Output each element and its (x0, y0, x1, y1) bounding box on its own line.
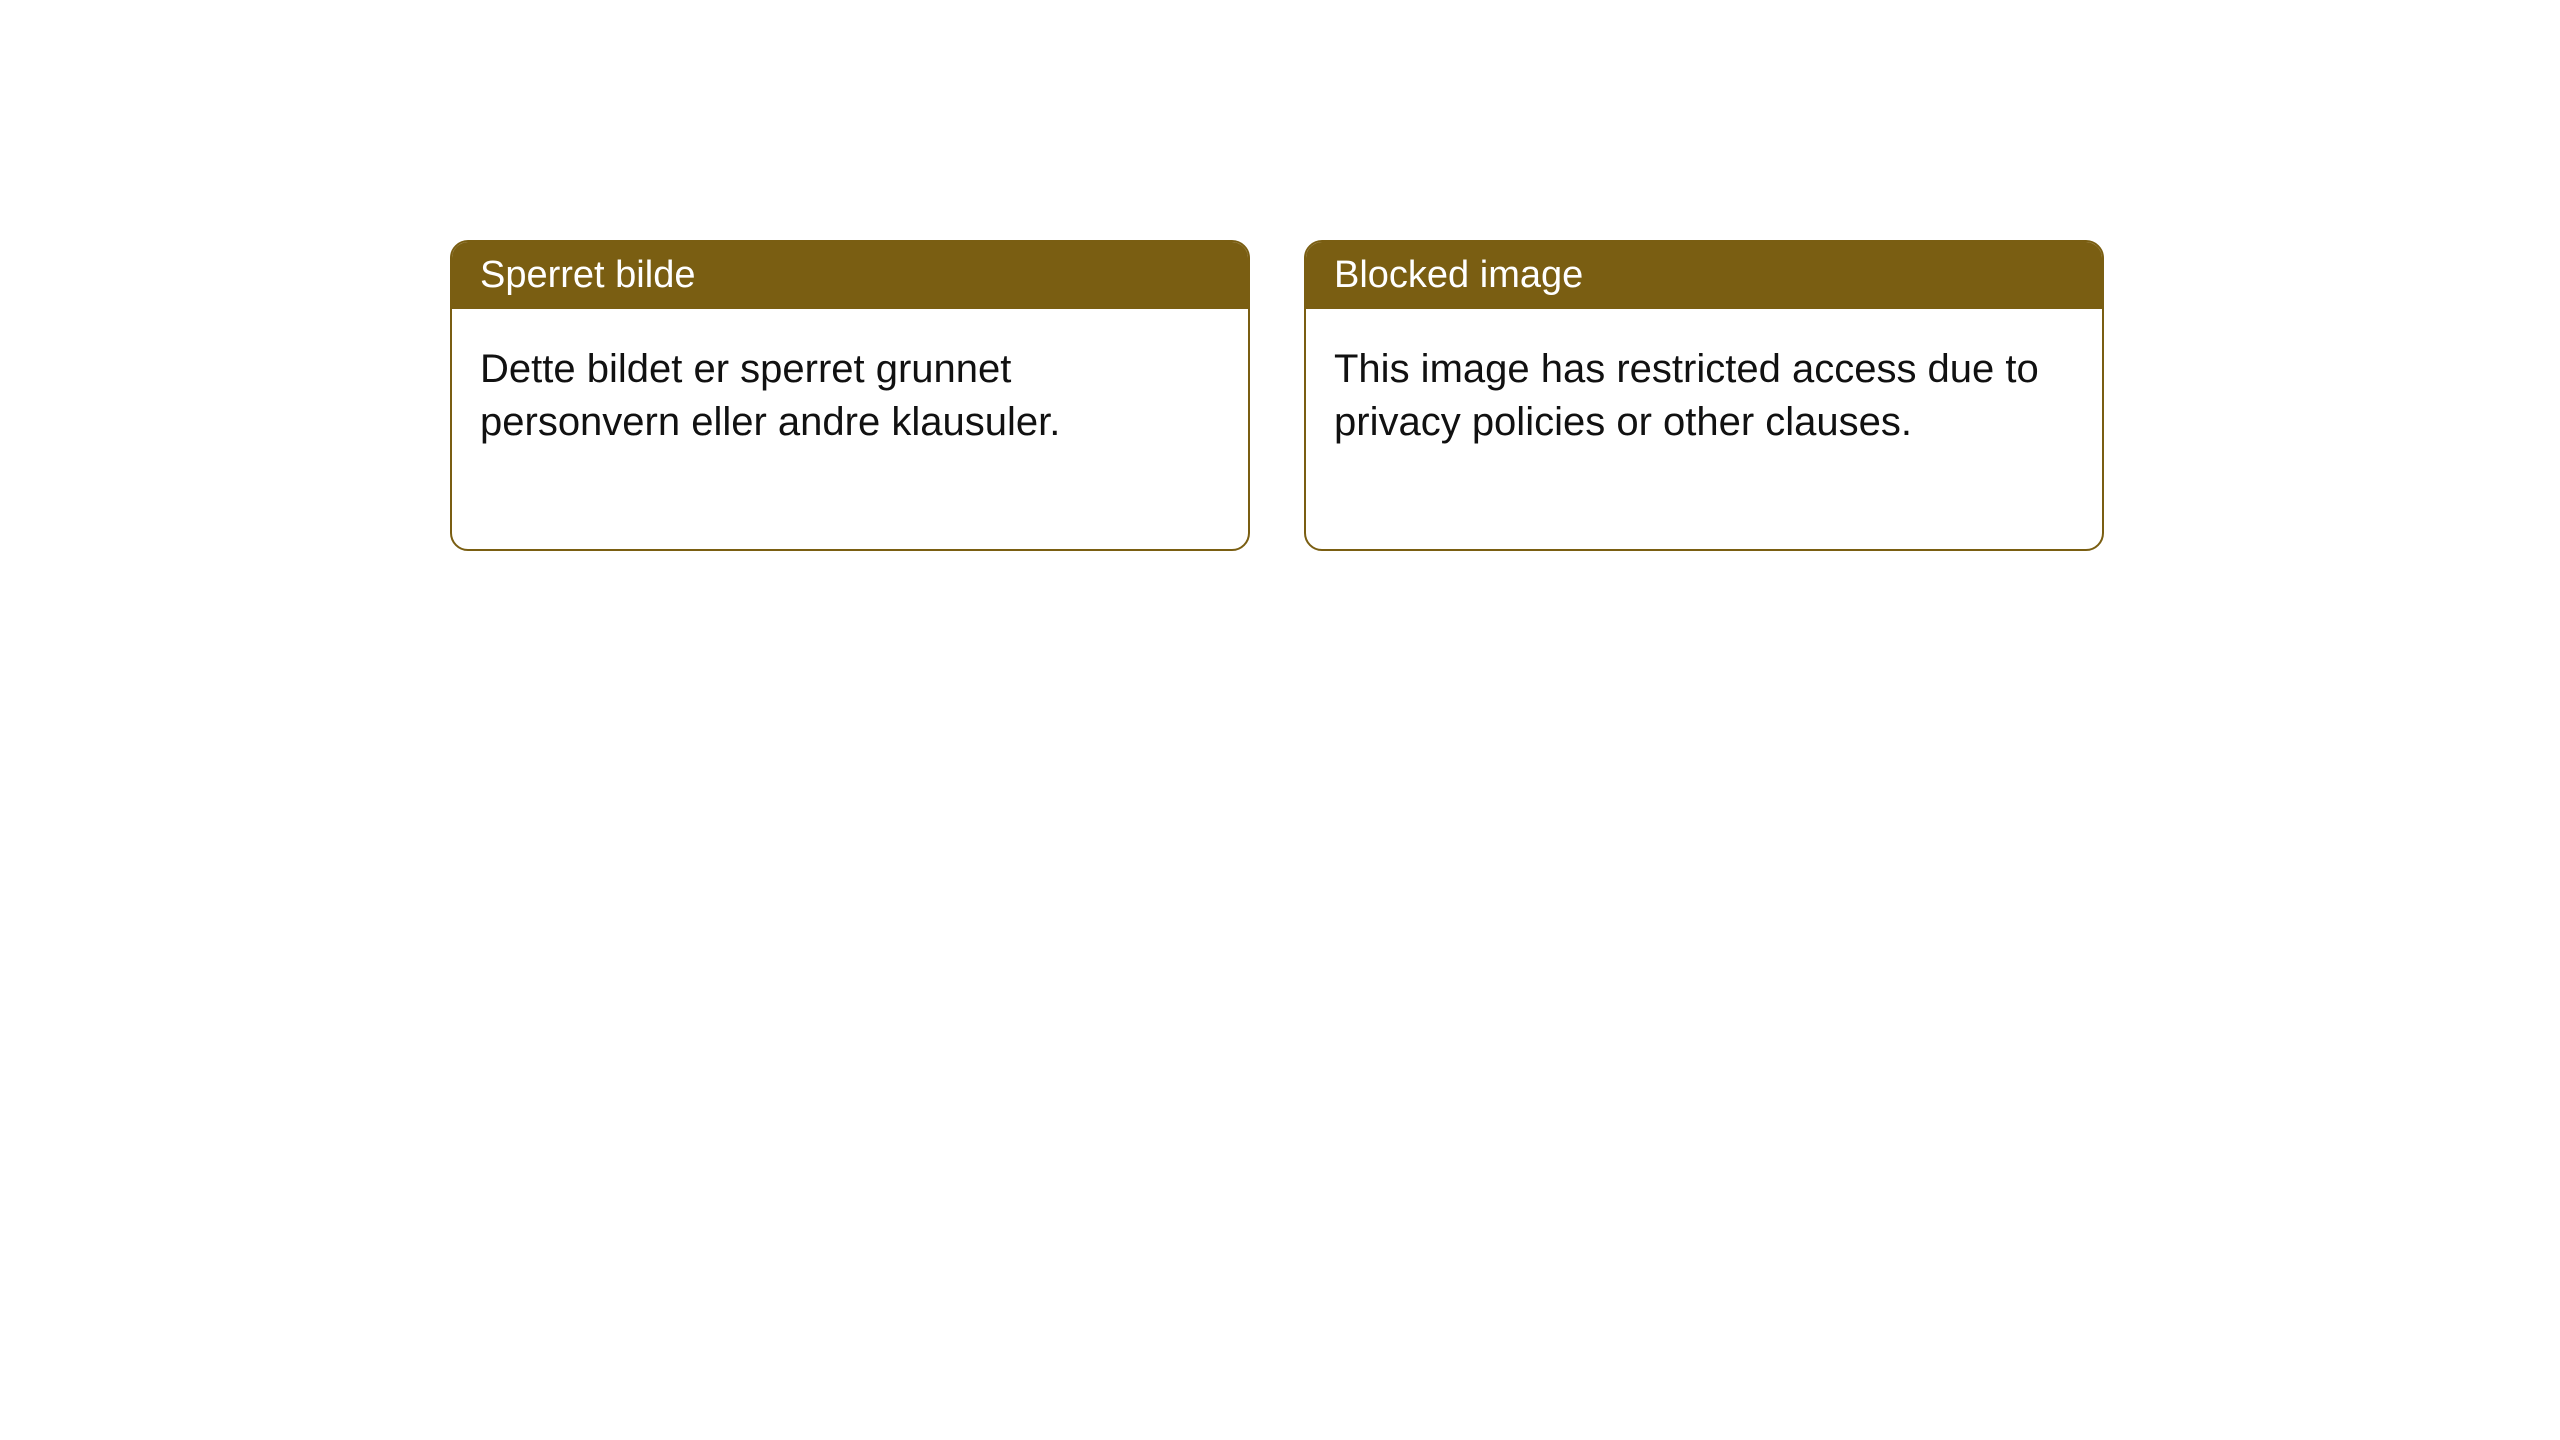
notice-header-no: Sperret bilde (452, 242, 1248, 309)
notice-header-en: Blocked image (1306, 242, 2102, 309)
notice-card-no: Sperret bilde Dette bildet er sperret gr… (450, 240, 1250, 551)
notice-body-no: Dette bildet er sperret grunnet personve… (452, 309, 1248, 549)
notice-body-en: This image has restricted access due to … (1306, 309, 2102, 549)
notice-card-en: Blocked image This image has restricted … (1304, 240, 2104, 551)
notice-container: Sperret bilde Dette bildet er sperret gr… (450, 240, 2104, 551)
